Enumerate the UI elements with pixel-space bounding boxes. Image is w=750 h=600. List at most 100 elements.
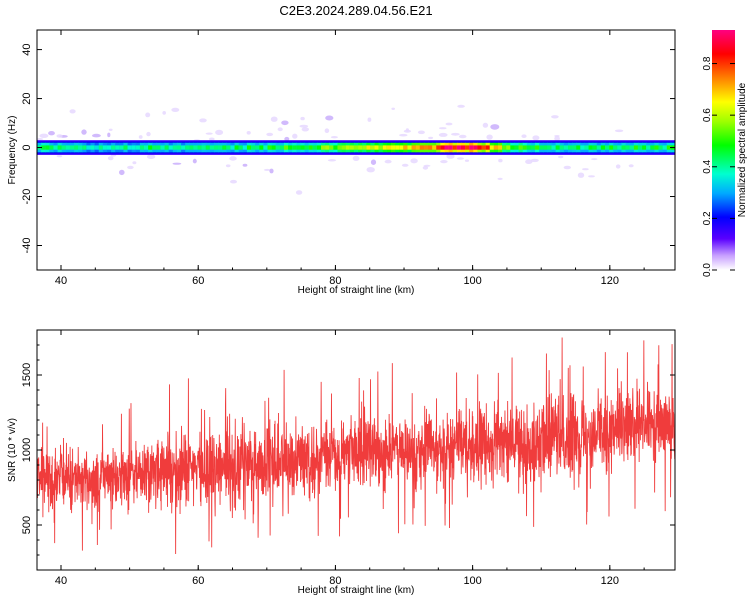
band-core-cell xyxy=(358,145,363,150)
speckle xyxy=(277,127,283,132)
band-core-cell xyxy=(90,145,96,150)
speckle xyxy=(146,131,151,137)
speckle xyxy=(146,154,156,160)
speckle xyxy=(438,132,448,137)
band-core-cell xyxy=(127,145,133,150)
band-core-cell xyxy=(362,145,367,150)
band-core-cell xyxy=(510,145,516,150)
speckle xyxy=(292,133,298,139)
band-core-cell xyxy=(436,145,441,150)
band-core-cell xyxy=(646,145,651,150)
band-core-cell xyxy=(296,145,302,150)
band-core-cell xyxy=(53,145,59,150)
band-core-cell xyxy=(82,145,87,150)
speckle xyxy=(422,165,429,170)
speckle xyxy=(205,132,213,135)
speckle xyxy=(295,190,303,195)
speckle xyxy=(270,116,278,122)
speckle xyxy=(108,128,113,131)
speckle xyxy=(423,164,431,167)
speckle xyxy=(138,135,143,139)
speckle xyxy=(588,175,595,178)
band-core-cell xyxy=(102,145,108,150)
band-core-cell xyxy=(259,145,264,150)
heatmap-ytick-label: 40 xyxy=(21,43,33,55)
band-core-cell xyxy=(263,145,269,150)
speckle xyxy=(48,131,55,136)
band-core-cell xyxy=(588,145,594,150)
snr-ytick-label: 1500 xyxy=(21,363,33,387)
speckle xyxy=(242,163,248,167)
band-core-cell xyxy=(469,145,474,150)
speckle xyxy=(525,159,533,164)
speckle xyxy=(457,104,465,108)
snr-line xyxy=(37,337,675,554)
band-core-cell xyxy=(572,145,577,150)
band-core-cell xyxy=(185,145,190,150)
band-core-cell xyxy=(506,145,511,150)
speckle xyxy=(554,136,560,142)
speckle xyxy=(132,161,137,165)
band-core-cell xyxy=(230,145,236,150)
heatmap-xtick-label: 80 xyxy=(329,275,341,287)
speckle xyxy=(39,133,49,138)
band-core-cell xyxy=(160,145,166,150)
colorbar-tick-label: 0.6 xyxy=(702,108,713,122)
band-core-cell xyxy=(502,145,507,150)
speckle xyxy=(403,129,411,133)
speckle xyxy=(554,135,560,137)
band-core-cell xyxy=(119,145,125,150)
band-core-cell xyxy=(57,145,63,150)
band-core-cell xyxy=(135,145,141,150)
band-core-cell xyxy=(592,145,598,150)
band-core-cell xyxy=(440,145,446,150)
speckle xyxy=(615,164,621,169)
band-core-cell xyxy=(279,145,285,150)
band-core-cell xyxy=(168,145,174,150)
band-core-cell xyxy=(164,145,170,150)
band-core-cell xyxy=(378,145,384,150)
band-core-cell xyxy=(94,145,100,150)
snr-xtick-label: 120 xyxy=(601,575,619,587)
heatmap-ytick-label: 20 xyxy=(21,92,33,104)
band-core-cell xyxy=(605,145,610,150)
band-core-cell xyxy=(576,145,581,150)
speckle xyxy=(445,122,453,126)
speckle xyxy=(300,116,305,121)
band-core-cell xyxy=(675,145,680,149)
speckle xyxy=(325,115,334,121)
band-core-cell xyxy=(86,145,92,150)
band-core-cell xyxy=(341,145,347,150)
speckle xyxy=(81,129,87,135)
band-core-cell xyxy=(551,145,557,150)
band-core-cell xyxy=(498,145,503,150)
speckle xyxy=(56,155,63,158)
band-core-cell xyxy=(201,145,207,150)
colorbar-tick-label: 0.0 xyxy=(702,263,713,277)
speckle xyxy=(281,120,289,126)
speckle xyxy=(263,168,271,171)
heatmap-ytick-label: -20 xyxy=(21,189,33,205)
band-core-cell xyxy=(337,145,343,150)
band-core-cell xyxy=(222,145,227,150)
band-core-cell xyxy=(45,145,50,150)
speckle xyxy=(558,155,564,159)
band-core-cell xyxy=(662,145,668,150)
band-core-cell xyxy=(49,145,55,150)
speckle xyxy=(498,158,503,163)
band-core-cell xyxy=(555,145,561,150)
speckle xyxy=(456,157,464,160)
band-core-cell xyxy=(197,145,203,150)
snr-axes: 40 60 80 100 120 1500 1000 500 xyxy=(21,330,675,587)
band-core-cell xyxy=(481,145,487,150)
band-core-cell xyxy=(423,145,429,150)
band-core-cell xyxy=(111,145,116,150)
speckle xyxy=(299,124,309,128)
snr-xtick-label: 100 xyxy=(463,575,481,587)
band-core-cell xyxy=(156,145,162,150)
band-core-cell xyxy=(345,145,351,150)
speckle xyxy=(428,136,434,140)
band-core-cell xyxy=(98,145,104,150)
band-core-cell xyxy=(69,145,75,150)
